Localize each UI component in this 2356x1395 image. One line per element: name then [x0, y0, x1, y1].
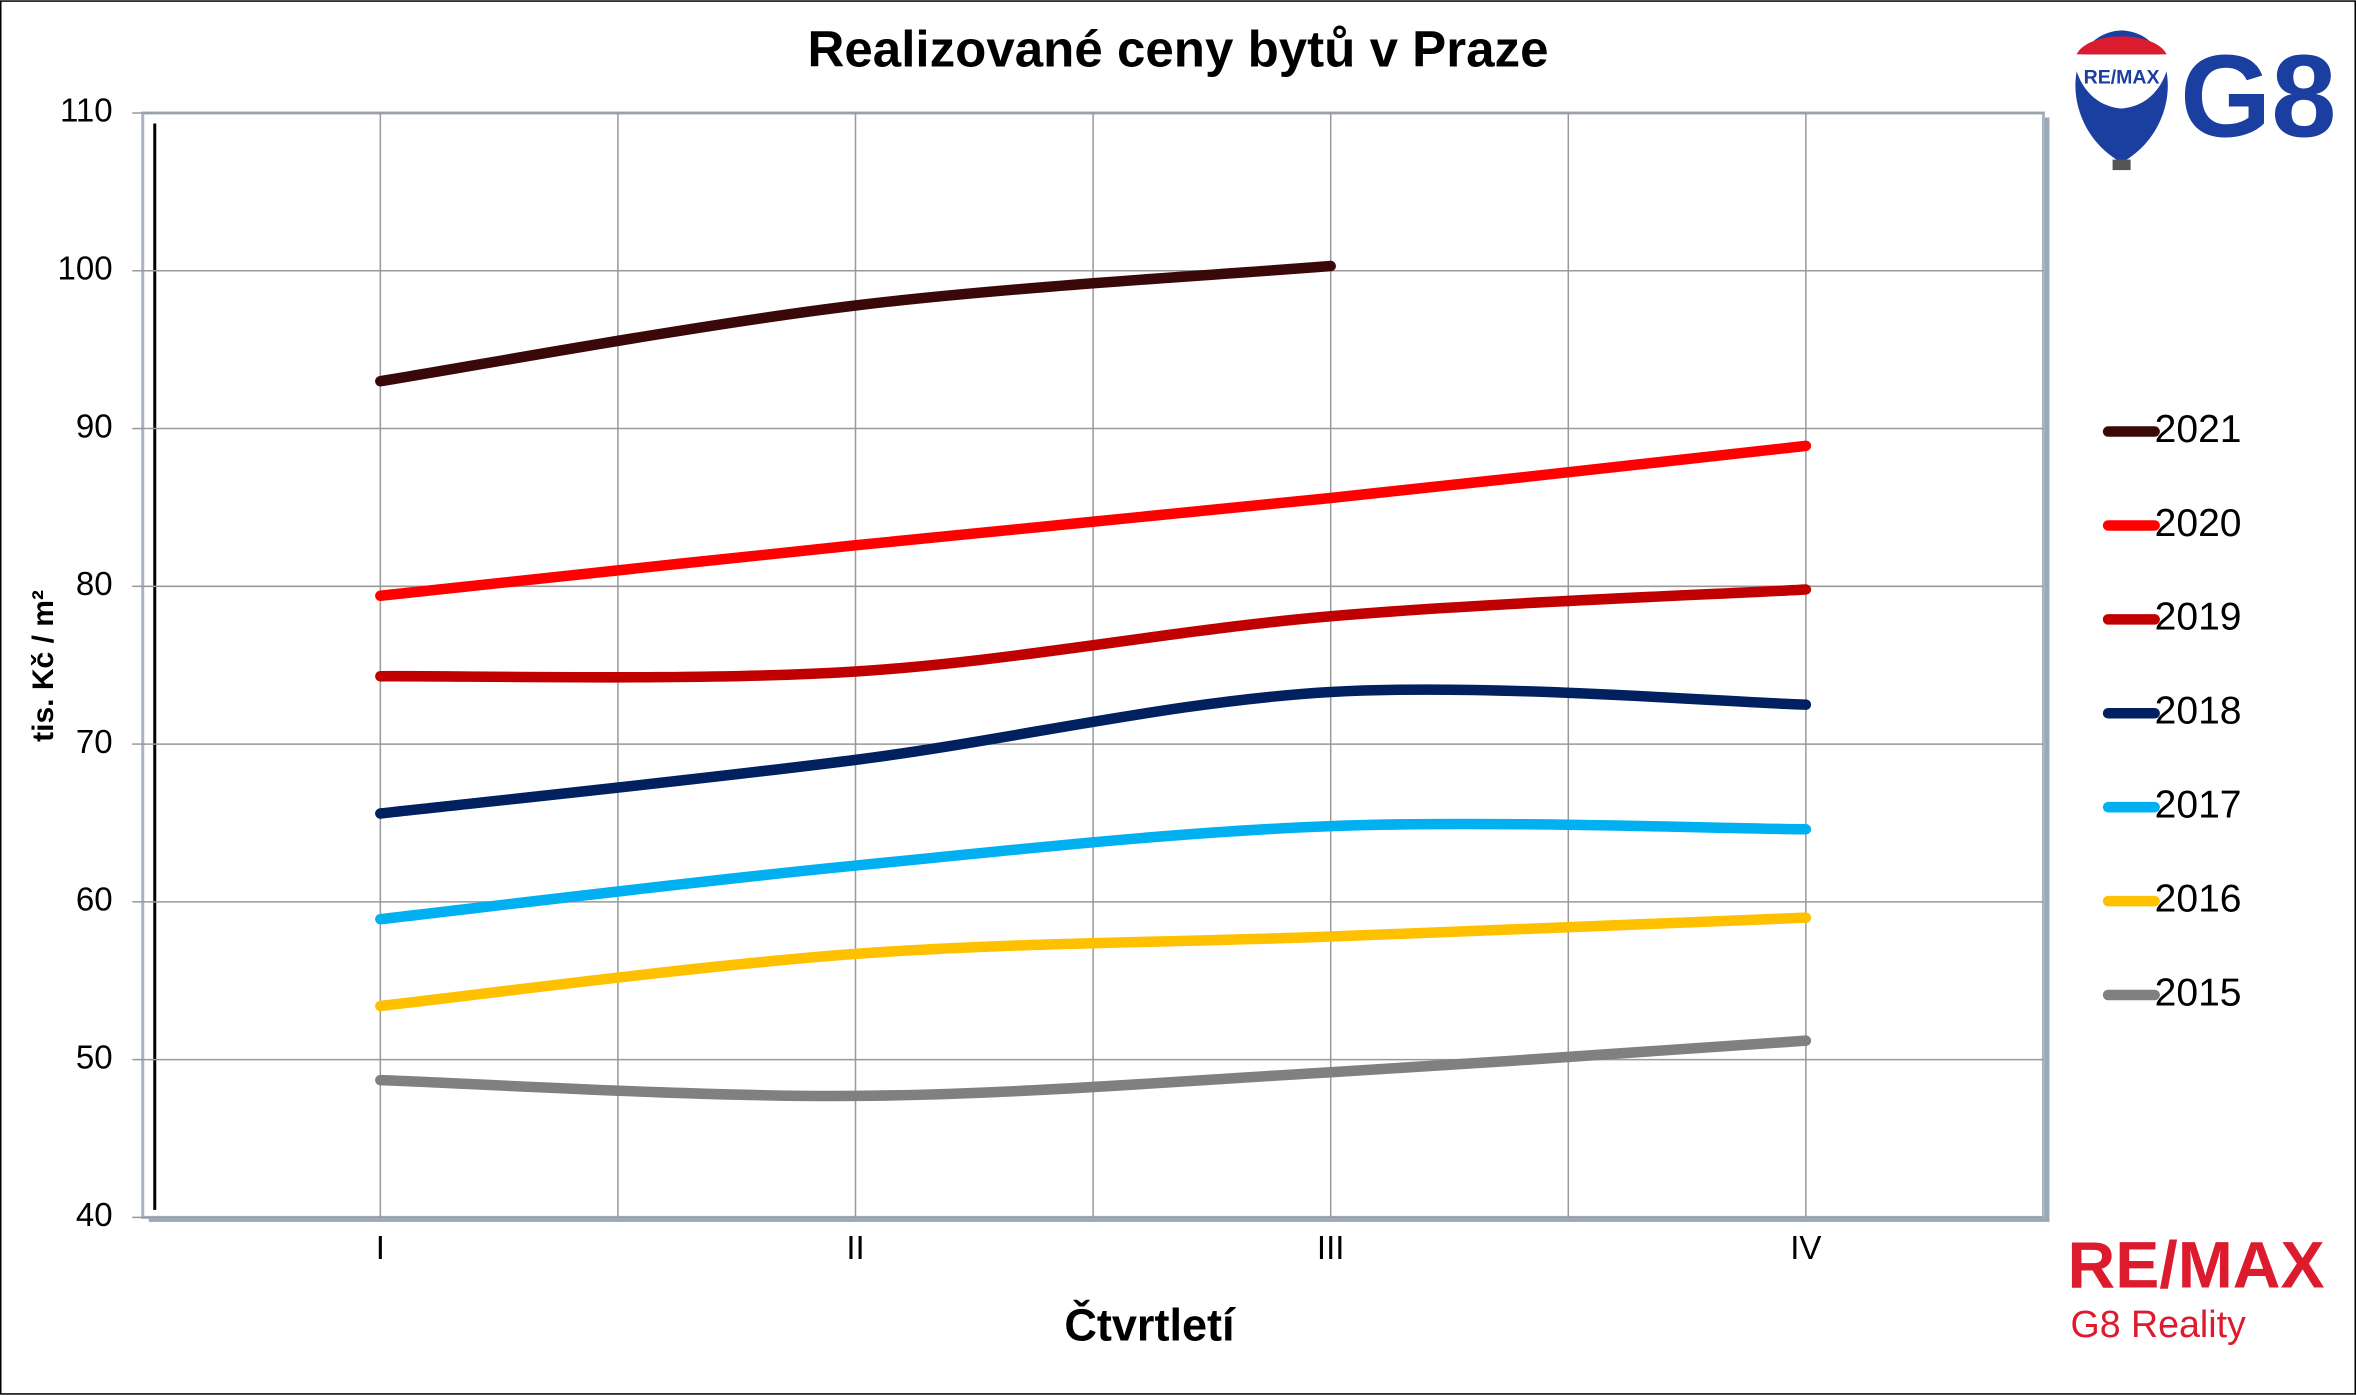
x-tick-label: I: [376, 1230, 385, 1267]
y-tick-label: 80: [76, 566, 113, 603]
bottom-logo: RE/MAX: [2068, 1228, 2325, 1302]
legend-label: 2017: [2155, 783, 2242, 826]
x-tick-label: III: [1317, 1230, 1345, 1267]
y-tick-label: 60: [76, 882, 113, 919]
x-tick-label: II: [846, 1230, 864, 1267]
chart-title: Realizované ceny bytů v Praze: [808, 20, 1549, 77]
legend-label: 2015: [2155, 971, 2242, 1014]
series-line: [375, 912, 1812, 1012]
x-axis-label: Čtvrtletí: [1064, 1299, 1236, 1350]
bottom-subtitle: G8 Reality: [2071, 1303, 2247, 1345]
series-line: [375, 584, 1812, 683]
legend-label: 2018: [2155, 690, 2242, 733]
y-axis-label: tis. Kč / m²: [27, 590, 60, 742]
y-tick-label: 40: [76, 1197, 113, 1234]
y-tick-label: 50: [76, 1039, 113, 1076]
y-tick-label: 70: [76, 724, 113, 761]
top-logo: G8: [2180, 30, 2336, 161]
series-line: [375, 818, 1812, 925]
legend-label: 2021: [2155, 408, 2242, 451]
y-tick-label: 110: [60, 93, 113, 130]
y-tick-label: 100: [58, 251, 113, 288]
series-line: [375, 684, 1812, 819]
balloon-text: RE/MAX: [2084, 67, 2160, 89]
x-tick-label: IV: [1790, 1230, 1821, 1267]
series-line: [375, 1035, 1812, 1102]
series-line: [375, 260, 1336, 387]
series-line: [375, 440, 1812, 602]
legend-label: 2019: [2155, 596, 2242, 639]
legend-label: 2020: [2155, 502, 2242, 545]
legend-label: 2016: [2155, 877, 2242, 920]
y-tick-label: 90: [76, 408, 113, 445]
logo-top: RE/MAX G8: [2074, 30, 2336, 171]
